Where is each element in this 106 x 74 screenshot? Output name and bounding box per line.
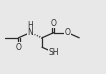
Text: N: N (27, 28, 33, 37)
Text: SH: SH (49, 48, 59, 57)
Text: H: H (27, 21, 33, 30)
Text: O: O (51, 19, 57, 28)
Text: O: O (16, 43, 21, 52)
Text: O: O (64, 28, 70, 37)
